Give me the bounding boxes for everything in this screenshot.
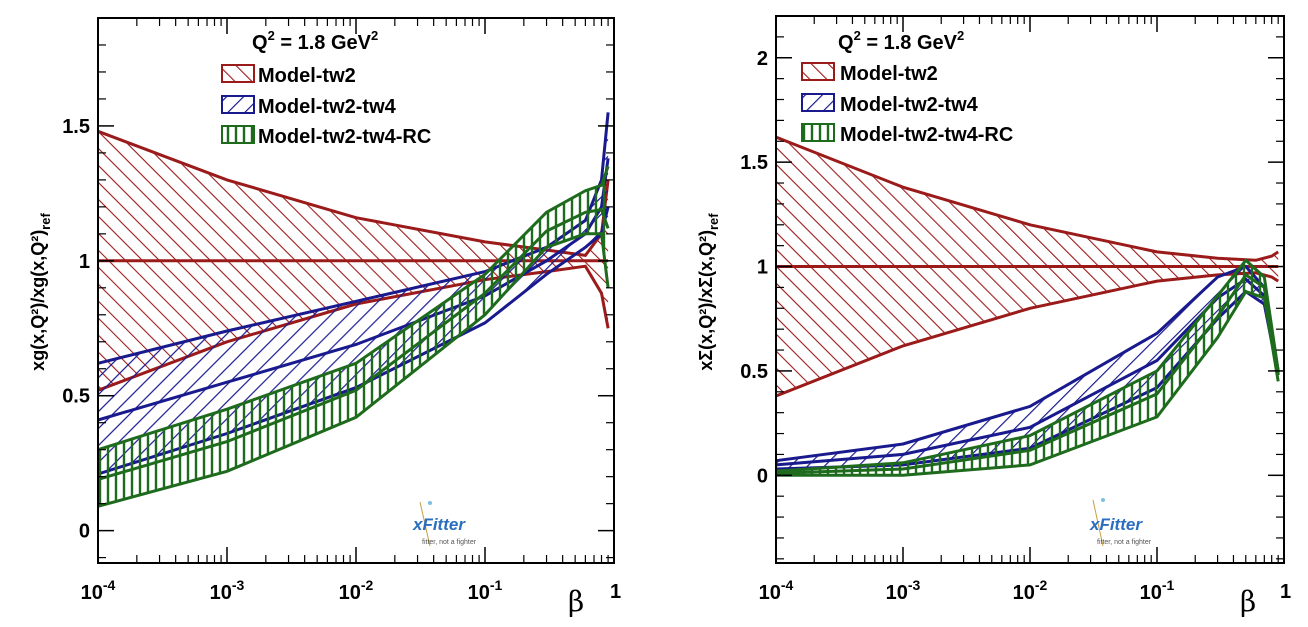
bands-gluon — [97, 112, 610, 508]
x-axis-end-label: 1 — [1280, 581, 1291, 603]
upper-edge-model-tw2-tw4-rc — [97, 165, 610, 452]
legend-swatch-model-tw2 — [801, 62, 835, 81]
central-line-model-tw2-tw4-rc — [775, 272, 1280, 475]
x-tick-label: 10-1 — [1140, 577, 1175, 604]
logo-tagline: fitter, not a fighter — [1097, 539, 1152, 546]
logo-stroke — [1092, 499, 1104, 547]
legend-title: Q2 = 1.8 GeV2 — [838, 28, 964, 54]
logo-tagline: fitter, not a fighter — [422, 539, 477, 546]
x-axis-label: β — [1240, 585, 1256, 618]
y-tick-label: 1 — [757, 257, 768, 279]
gluon-ratio-panel: 0 0.5 1 1.5 10-4 10-3 10-2 10-1 xg(x,Q²)/xg(x,… — [28, 17, 621, 618]
logo-dot — [428, 501, 432, 505]
band-model-tw2-tw4-rc — [98, 166, 609, 507]
legend-swatch-model-tw2-tw4 — [221, 95, 255, 114]
y-tick-label: 1 — [79, 251, 90, 273]
x-tick-label: 10-4 — [81, 577, 116, 604]
legend-label-model-tw2-tw4: Model-tw2-tw4 — [258, 96, 397, 118]
x-tick-label: 10-3 — [210, 577, 245, 604]
y-axis-label: xΣ(x,Q²)/xΣ(x,Q²)ref — [696, 213, 721, 371]
y-axis-ticks: 0 0.5 1 1.5 — [62, 44, 614, 559]
legend-swatch-model-tw2-tw4-rc — [221, 125, 255, 144]
x-axis-ticks: 10-4 10-3 10-2 10-1 — [81, 18, 609, 604]
y-axis-label: xg(x,Q²)/xg(x,Q²)ref — [28, 213, 53, 371]
logo-text: xFitter — [412, 515, 466, 534]
lower-edge-model-tw2-tw4-rc — [776, 289, 1280, 477]
upper-edge-model-tw2-tw4-rc — [775, 258, 1280, 473]
central-line-model-tw2-tw4-rc — [97, 207, 610, 481]
x-tick-label: 10-1 — [468, 577, 503, 604]
x-tick-label: 10-2 — [1013, 577, 1048, 604]
y-tick-label: 0 — [757, 465, 768, 487]
y-axis-ticks: 0 0.5 1 1.5 2 — [740, 36, 1284, 560]
legend-title: Q2 = 1.8 GeV2 — [252, 28, 378, 54]
legend: Q2 = 1.8 GeV2 Model-tw2 Model-tw2-tw4 Mo… — [801, 28, 1013, 146]
y-tick-label: 2 — [757, 48, 768, 70]
legend-label-model-tw2-tw4: Model-tw2-tw4 — [840, 94, 979, 116]
bands-singlet — [775, 135, 1280, 477]
y-tick-label: 0.5 — [740, 361, 768, 383]
legend: Q2 = 1.8 GeV2 Model-tw2 Model-tw2-tw4 Mo… — [221, 28, 431, 148]
y-tick-label: 0 — [79, 521, 90, 543]
y-tick-label: 1.5 — [740, 152, 768, 174]
legend-swatch-model-tw2-tw4-rc — [801, 123, 835, 142]
xfitter-logo: xFitter fitter, not a fighter — [412, 501, 477, 547]
legend-swatch-model-tw2-tw4 — [801, 93, 835, 112]
x-tick-label: 10-2 — [339, 577, 374, 604]
logo-stroke — [419, 501, 431, 547]
legend-swatch-model-tw2 — [221, 64, 255, 83]
x-tick-label: 10-3 — [886, 577, 921, 604]
singlet-ratio-panel: 0 0.5 1 1.5 2 10-4 10-3 10-2 10-1 xΣ(x,Q²)/xΣ(x… — [696, 15, 1291, 618]
legend-label-model-tw2-tw4-rc: Model-tw2-tw4-RC — [258, 126, 431, 148]
logo-dot — [1101, 498, 1105, 502]
y-tick-label: 0.5 — [62, 386, 90, 408]
y-tick-label: 1.5 — [62, 116, 90, 138]
x-tick-label: 10-4 — [759, 577, 794, 604]
x-axis-end-label: 1 — [610, 581, 621, 603]
legend-label-model-tw2: Model-tw2 — [258, 65, 356, 87]
x-axis-ticks: 10-4 10-3 10-2 10-1 — [759, 16, 1279, 604]
logo-text: xFitter — [1089, 515, 1143, 534]
legend-label-model-tw2-tw4-rc: Model-tw2-tw4-RC — [840, 124, 1013, 146]
upper-edge-model-tw2 — [775, 135, 1280, 262]
xfitter-logo: xFitter fitter, not a fighter — [1089, 498, 1152, 547]
legend-label-model-tw2: Model-tw2 — [840, 63, 938, 85]
x-axis-label: β — [568, 585, 584, 618]
lower-edge-model-tw2 — [775, 271, 1280, 398]
lower-edge-model-tw2-tw4-rc — [97, 232, 610, 508]
